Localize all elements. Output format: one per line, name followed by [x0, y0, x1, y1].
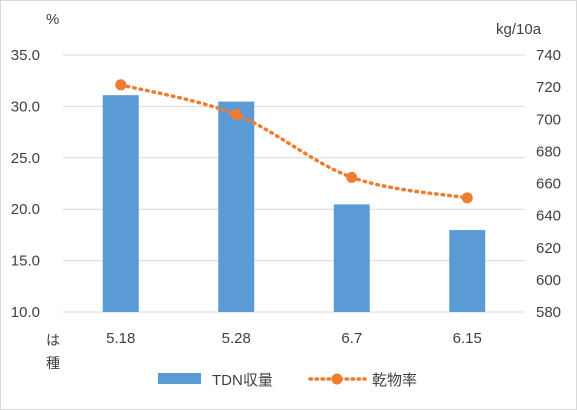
right-tick-label: 600 — [536, 272, 561, 289]
legend-bar-label: TDN収量 — [212, 372, 273, 389]
x-tick-label: 5.28 — [222, 330, 251, 347]
left-tick-label: 20.0 — [11, 201, 40, 218]
x-axis-ticks: 5.18 5.28 6.7 6.15 — [106, 330, 482, 347]
right-tick-label: 700 — [536, 111, 561, 128]
right-tick-label: 620 — [536, 240, 561, 257]
bar — [449, 230, 486, 312]
gridlines — [63, 54, 525, 313]
right-tick-label: 660 — [536, 176, 561, 193]
x-tick-label: 6.7 — [341, 330, 362, 347]
legend: TDN収量 乾物率 — [158, 372, 417, 389]
left-tick-label: 30.0 — [11, 98, 40, 115]
right-tick-label: 580 — [536, 304, 561, 321]
line-marker — [461, 192, 473, 204]
left-tick-label: 35.0 — [11, 47, 40, 64]
line-marker — [115, 79, 127, 91]
x-tick-label: 5.18 — [106, 330, 135, 347]
left-tick-label: 10.0 — [11, 304, 40, 321]
category-axis-label-line-2: 種 — [46, 356, 60, 372]
right-axis-unit: kg/10a — [496, 21, 542, 38]
left-tick-label: 15.0 — [11, 253, 40, 270]
bar — [218, 101, 255, 312]
left-axis-unit: % — [46, 11, 59, 28]
legend-bar-swatch — [158, 373, 201, 384]
bar — [102, 95, 139, 312]
right-axis-ticks: 740 720 700 680 660 640 620 600 580 — [536, 47, 561, 321]
x-tick-label: 6.15 — [453, 330, 482, 347]
right-tick-label: 680 — [536, 143, 561, 160]
right-tick-label: 640 — [536, 208, 561, 225]
line-marker — [230, 109, 242, 121]
bar-series — [102, 95, 486, 312]
legend-line-marker — [331, 373, 343, 385]
bar — [333, 204, 370, 312]
left-tick-label: 25.0 — [11, 150, 40, 167]
line-path — [119, 83, 469, 200]
legend-line-label: 乾物率 — [372, 372, 417, 389]
line-marker — [346, 171, 358, 183]
right-tick-label: 740 — [536, 47, 561, 64]
category-axis-label-line-1: は — [46, 333, 60, 349]
right-tick-label: 720 — [536, 79, 561, 96]
line-series — [115, 79, 473, 204]
left-axis-ticks: 35.0 30.0 25.0 20.0 15.0 10.0 — [11, 47, 40, 321]
